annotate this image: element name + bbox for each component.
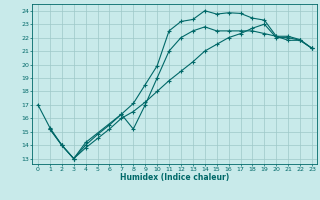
X-axis label: Humidex (Indice chaleur): Humidex (Indice chaleur) <box>120 173 229 182</box>
